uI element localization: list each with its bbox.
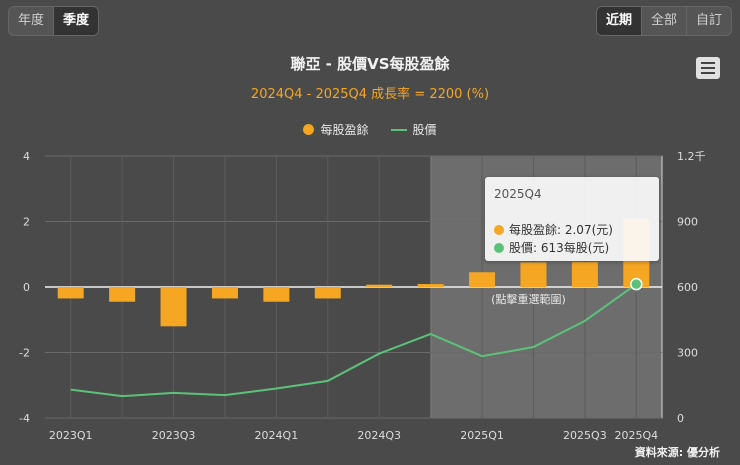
tooltip-title: 2025Q4 — [494, 187, 542, 201]
x-tick-label: 2025Q3 — [563, 429, 607, 442]
eps-legend-marker — [303, 124, 315, 135]
recent-tab[interactable]: 近期 — [596, 7, 642, 35]
tooltip-price-dot — [494, 242, 504, 253]
y-left-tick: 4 — [23, 150, 30, 163]
x-tick-label: 2024Q1 — [255, 429, 299, 442]
x-tick-label: 2025Q1 — [460, 429, 504, 442]
hamburger-menu-icon[interactable] — [696, 57, 720, 79]
y-left-tick: 0 — [23, 281, 30, 294]
eps-bar — [366, 284, 393, 287]
y-left-tick: -2 — [19, 347, 30, 360]
chart-tooltip: 2025Q4 每股盈餘: 2.07(元) 股價: 613每股(元) — [485, 177, 659, 261]
data-source: 資料來源: 優分析 — [634, 446, 720, 459]
annual-tab[interactable]: 年度 — [9, 7, 55, 35]
y-right-tick: 1.2千 — [677, 150, 706, 163]
chart-title: 聯亞 - 股價VS每股盈餘 — [290, 55, 450, 73]
y-right-tick: 600 — [677, 281, 698, 294]
eps-bar — [109, 287, 136, 302]
price-point-highlight — [630, 277, 643, 291]
y-left-tick: 2 — [23, 216, 30, 229]
chart-subtitle: 2024Q4 - 2025Q4 成長率 = 2200 (%) — [250, 87, 490, 102]
eps-bar — [571, 262, 598, 287]
legend-eps[interactable]: 每股盈餘 — [303, 121, 369, 138]
x-tick-label: 2023Q1 — [49, 429, 93, 442]
eps-bar — [417, 284, 444, 287]
eps-bar — [57, 287, 84, 299]
all-tab[interactable]: 全部 — [642, 7, 687, 35]
tooltip-eps-dot — [494, 224, 504, 235]
tooltip-price-text: 股價: 613每股(元) — [509, 241, 610, 255]
eps-bar — [160, 287, 187, 327]
price-legend-label: 股價 — [412, 123, 437, 137]
y-right-tick: 900 — [677, 216, 698, 229]
tooltip-eps-text: 每股盈餘: 2.07(元) — [509, 223, 613, 237]
tooltip-price-row: 股價: 613每股(元) — [494, 239, 609, 256]
eps-bar — [263, 287, 290, 302]
y-right-tick: 300 — [677, 347, 698, 360]
x-tick-label: 2024Q3 — [357, 429, 401, 442]
eps-bar — [520, 262, 547, 287]
eps-legend-label: 每股盈餘 — [320, 123, 369, 137]
y-right-tick: 0 — [677, 412, 684, 425]
x-tick-label: 2025Q4 — [614, 429, 658, 442]
quarterly-tab[interactable]: 季度 — [54, 7, 99, 35]
eps-bar — [211, 287, 238, 299]
price-line — [70, 283, 637, 398]
legend-price[interactable]: 股價 — [390, 121, 437, 138]
price-legend-marker — [390, 128, 407, 131]
chart-legend: 每股盈餘 股價 — [0, 121, 740, 138]
highlight-hint: (點擊重選範圍) — [491, 292, 566, 306]
range-toggle: 近期 全部 自訂 — [595, 6, 732, 36]
eps-bar — [469, 272, 496, 287]
eps-bar — [314, 287, 341, 299]
tooltip-eps-row: 每股盈餘: 2.07(元) — [494, 221, 613, 238]
period-toggle: 年度 季度 — [8, 6, 100, 36]
y-left-tick: -4 — [19, 412, 30, 425]
custom-tab[interactable]: 自訂 — [695, 13, 722, 28]
x-tick-label: 2023Q3 — [152, 429, 196, 442]
